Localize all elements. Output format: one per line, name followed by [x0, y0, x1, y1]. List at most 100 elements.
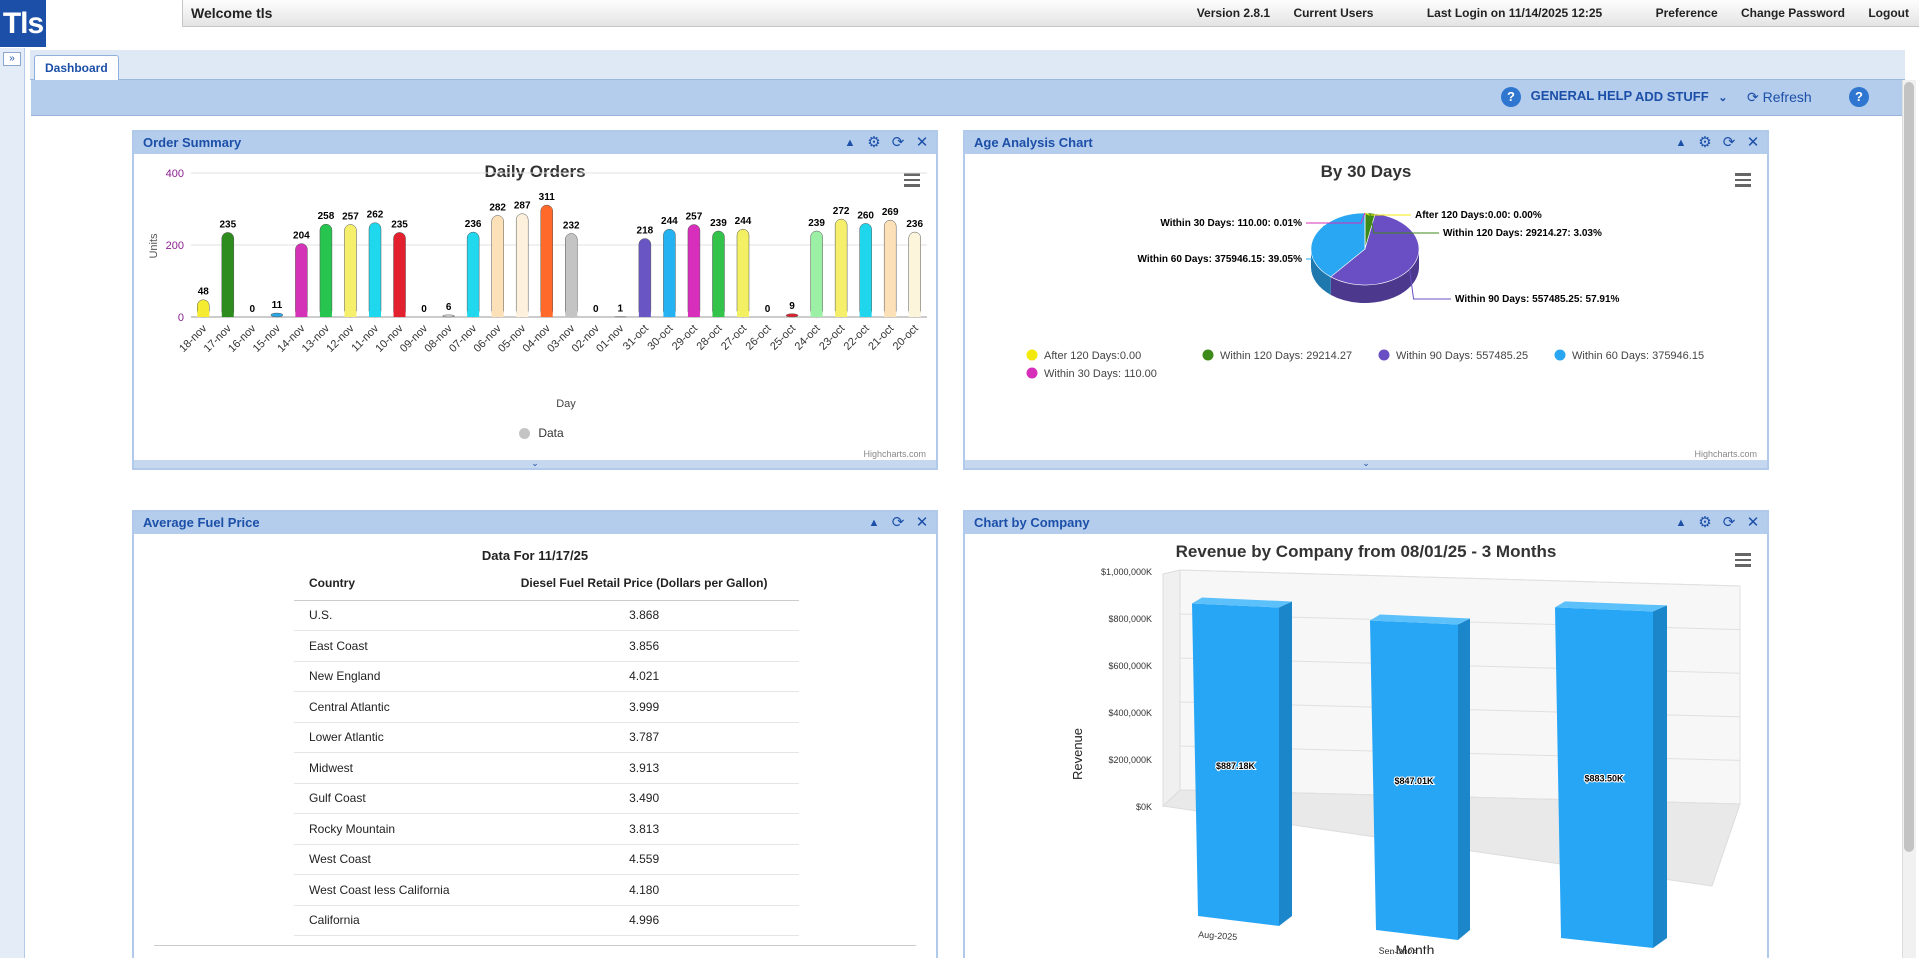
- y-tick-label: $200,000K: [1108, 755, 1152, 765]
- close-icon[interactable]: ✕: [1746, 134, 1760, 151]
- collapse-icon[interactable]: ▲: [868, 517, 880, 529]
- gear-icon[interactable]: ⚙: [1698, 514, 1712, 531]
- change-password-link[interactable]: Change Password: [1740, 6, 1845, 20]
- legend-item: Within 60 Days: 375946.15: [1572, 350, 1704, 362]
- bar: [491, 215, 504, 318]
- close-icon[interactable]: ✕: [915, 134, 929, 151]
- panel-title: Chart by Company: [974, 515, 1090, 530]
- legend-dot-icon: [1026, 367, 1038, 379]
- table-header-row: Country Diesel Fuel Retail Price (Dollar…: [294, 570, 799, 601]
- top-bar: Welcome tls Version 2.8.1 Current Users …: [182, 0, 1919, 27]
- data-label: 1: [618, 304, 624, 315]
- data-label: 260: [857, 210, 874, 221]
- gear-icon[interactable]: ⚙: [1698, 134, 1712, 151]
- table-row: Gulf Coast 3.490: [294, 783, 799, 814]
- refresh-icon[interactable]: ⟳: [891, 514, 905, 531]
- refresh-icon[interactable]: ⟳: [891, 134, 905, 151]
- chart-title: By 30 Days: [1320, 162, 1412, 181]
- age-pie-chart: After 120 Days:0.00: 0.00% Within 120 Day…: [1026, 210, 1704, 380]
- legend-item: Within 90 Days: 557485.25: [1396, 350, 1528, 362]
- bar-base: [712, 311, 725, 317]
- preference-link[interactable]: Preference: [1655, 6, 1718, 20]
- bar: [515, 213, 529, 318]
- chart-menu-icon[interactable]: [1735, 553, 1751, 567]
- refresh-icon[interactable]: ⟳: [1722, 134, 1736, 151]
- panel-resize-handle[interactable]: ⌄: [965, 459, 1767, 468]
- close-icon[interactable]: ✕: [915, 514, 929, 531]
- pie-data-label: Within 90 Days: 557485.25: 57.91%: [1455, 294, 1620, 305]
- scrollbar-thumb[interactable]: [1904, 82, 1914, 852]
- chart-menu-icon[interactable]: [904, 173, 920, 187]
- refresh-icon[interactable]: ⟳: [1722, 514, 1736, 531]
- pie-data-label: Within 30 Days: 110.00: 0.01%: [1160, 218, 1302, 229]
- tab-dashboard[interactable]: Dashboard: [34, 55, 119, 80]
- chart-credits[interactable]: Highcharts.com: [1694, 449, 1757, 459]
- table-row: U.S. 3.868: [294, 600, 799, 631]
- age-analysis-panel: Age Analysis Chart ▲ ⚙ ⟳ ✕ By 30 Days Af…: [963, 130, 1769, 470]
- leader-line: [1306, 225, 1325, 260]
- data-label: 235: [391, 219, 408, 230]
- bar-base: [638, 311, 651, 317]
- general-help-button[interactable]: ? GENERAL HELP: [1501, 87, 1632, 107]
- bar-base: [295, 311, 308, 317]
- bar: [368, 222, 382, 318]
- legend-item: Within 30 Days: 110.00: [1044, 368, 1157, 380]
- data-label: 6: [446, 302, 452, 313]
- bar: [565, 233, 578, 318]
- pie-data-label: Within 120 Days: 29214.27: 3.03%: [1443, 228, 1602, 239]
- bar: [712, 230, 725, 318]
- gear-icon[interactable]: ⚙: [867, 134, 881, 151]
- x-tick-label: 20-oct: [891, 323, 921, 353]
- data-label: 239: [808, 218, 825, 229]
- panel-resize-handle[interactable]: ⌄: [134, 459, 936, 468]
- current-users-link[interactable]: Current Users: [1293, 6, 1374, 20]
- y-tick-label: $0K: [1136, 802, 1152, 812]
- x-tick-label: 22-oct: [842, 323, 872, 353]
- app-logo[interactable]: Tls: [0, 0, 47, 47]
- add-stuff-button[interactable]: ADD STUFF ⌄: [1635, 89, 1728, 104]
- expand-sidebar-icon[interactable]: »: [3, 52, 21, 66]
- help-icon: ?: [1849, 87, 1869, 107]
- bar: [319, 223, 333, 318]
- bar-base: [835, 311, 848, 317]
- country-cell: West Coast less California: [294, 874, 490, 906]
- table-row: West Coast less California 4.180: [294, 874, 799, 906]
- price-cell: 3.868: [489, 600, 799, 631]
- bar: [393, 232, 406, 318]
- chart-legend[interactable]: Data: [519, 426, 564, 440]
- bar-base: [810, 311, 823, 317]
- x-tick-label: 25-oct: [768, 323, 798, 353]
- x-tick-label: 30-oct: [645, 323, 675, 353]
- chart-menu-icon[interactable]: [1735, 173, 1751, 187]
- bar: [1192, 603, 1279, 926]
- daily-orders-chart: 0200400UnitsDay4818-nov23517-nov016-nov1…: [148, 168, 927, 410]
- country-cell: California: [294, 905, 490, 936]
- logout-link[interactable]: Logout: [1868, 6, 1909, 20]
- bar-top: [1555, 601, 1667, 612]
- collapse-icon[interactable]: ▲: [844, 137, 856, 149]
- bar-base: [393, 311, 406, 317]
- x-tick-label: 31-oct: [621, 323, 651, 353]
- x-tick-label: 01-nov: [594, 322, 627, 355]
- collapse-icon[interactable]: ▲: [1675, 517, 1687, 529]
- bar: [883, 219, 897, 318]
- collapse-icon[interactable]: ▲: [1675, 137, 1687, 149]
- data-label: 204: [293, 231, 310, 242]
- refresh-button[interactable]: ⟳ Refresh: [1747, 89, 1812, 105]
- bar: [859, 223, 872, 318]
- bar-base: [859, 311, 872, 317]
- country-cell: Midwest: [294, 752, 490, 784]
- bar-base: [491, 311, 504, 317]
- chart-credits[interactable]: Highcharts.com: [863, 449, 926, 459]
- help-button[interactable]: ?: [1849, 87, 1869, 107]
- panel-title: Age Analysis Chart: [974, 135, 1093, 150]
- data-label: 239: [710, 218, 727, 229]
- bar-base: [737, 311, 749, 317]
- column-header: Diesel Fuel Retail Price (Dollars per Ga…: [489, 570, 799, 601]
- panel-header: Age Analysis Chart ▲ ⚙ ⟳ ✕: [965, 132, 1767, 154]
- data-label: 236: [906, 219, 923, 230]
- country-cell: Central Atlantic: [294, 691, 490, 723]
- legend-dot-icon: [1554, 349, 1566, 361]
- data-label: 0: [593, 304, 599, 315]
- close-icon[interactable]: ✕: [1746, 514, 1760, 531]
